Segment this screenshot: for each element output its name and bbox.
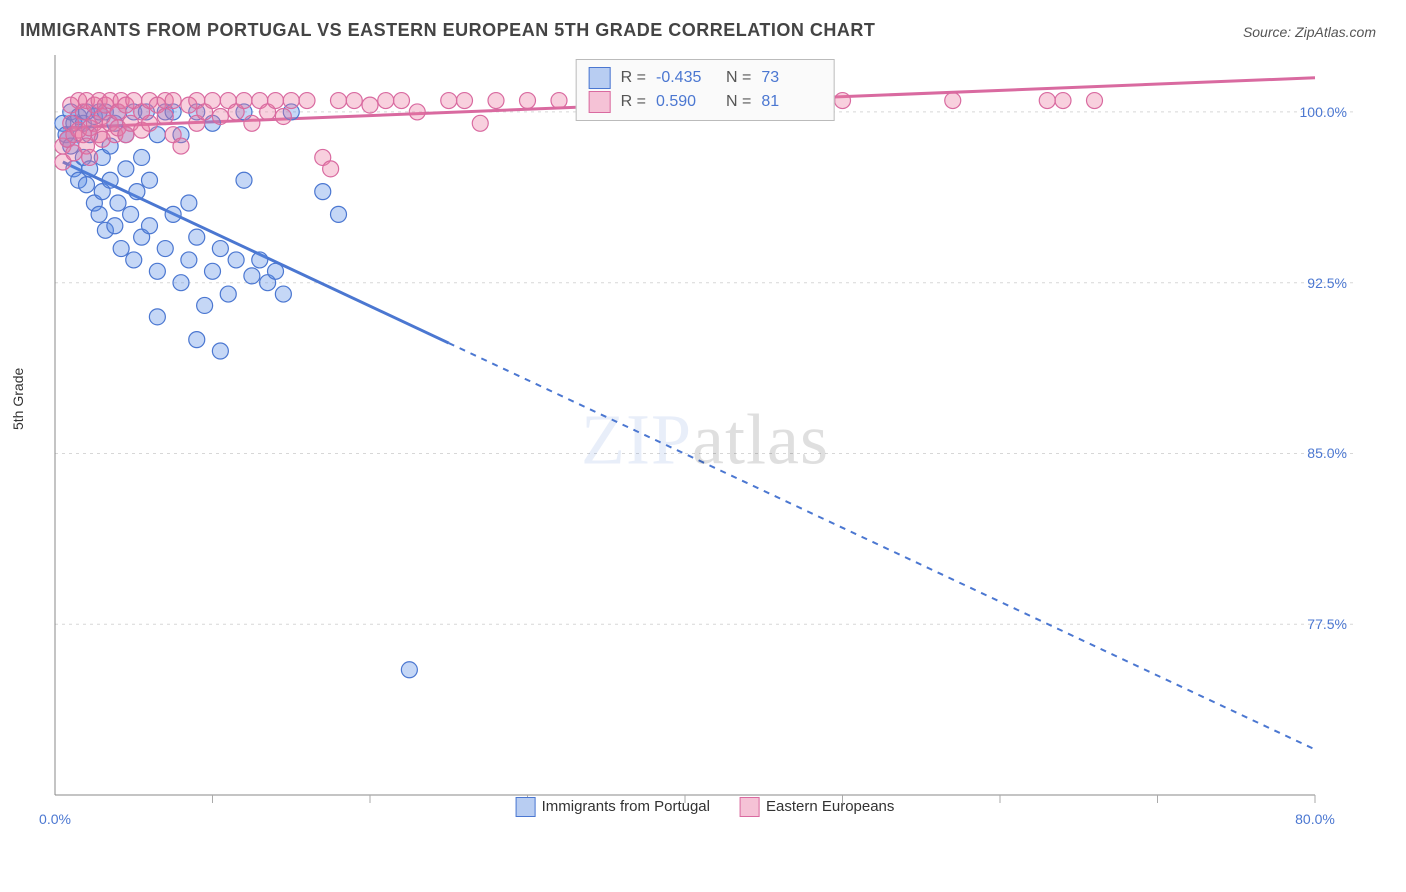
rn-r-value: 0.590: [656, 90, 716, 114]
correlation-legend-box: R = -0.435 N = 73 R = 0.590 N = 81: [576, 59, 835, 121]
rn-r-label: R =: [621, 90, 646, 114]
source-name: ZipAtlas.com: [1295, 24, 1376, 40]
legend-swatch: [516, 797, 536, 817]
rn-n-label: N =: [726, 66, 751, 90]
series-legend: Immigrants from Portugal Eastern European…: [516, 797, 895, 817]
legend-item: Eastern Europeans: [740, 797, 894, 817]
chart-title: IMMIGRANTS FROM PORTUGAL VS EASTERN EURO…: [20, 20, 875, 41]
source-prefix: Source:: [1243, 24, 1295, 40]
y-tick-label: 77.5%: [1307, 616, 1347, 632]
rn-swatch: [589, 67, 611, 89]
source-label: Source: ZipAtlas.com: [1243, 24, 1376, 40]
rn-row: R = -0.435 N = 73: [589, 66, 822, 90]
legend-item: Immigrants from Portugal: [516, 797, 710, 817]
legend-label: Immigrants from Portugal: [542, 798, 710, 815]
y-tick-label: 92.5%: [1307, 275, 1347, 291]
rn-r-value: -0.435: [656, 66, 716, 90]
y-tick-label: 85.0%: [1307, 445, 1347, 461]
x-tick-label: 0.0%: [39, 811, 71, 827]
chart-container: IMMIGRANTS FROM PORTUGAL VS EASTERN EURO…: [0, 0, 1406, 892]
rn-n-value: 73: [761, 66, 821, 90]
legend-label: Eastern Europeans: [766, 798, 894, 815]
scatter-svg: [55, 55, 1355, 825]
y-tick-label: 100.0%: [1300, 104, 1347, 120]
rn-swatch: [589, 91, 611, 113]
x-tick-label: 80.0%: [1295, 811, 1335, 827]
y-axis-label: 5th Grade: [10, 368, 26, 430]
rn-n-label: N =: [726, 90, 751, 114]
legend-swatch: [740, 797, 760, 817]
plot-area: ZIPatlas R =-0.435N =73R =0.590N =81 100…: [55, 55, 1355, 825]
rn-row: R = 0.590 N = 81: [589, 90, 822, 114]
rn-r-label: R =: [621, 66, 646, 90]
rn-n-value: 81: [761, 90, 821, 114]
